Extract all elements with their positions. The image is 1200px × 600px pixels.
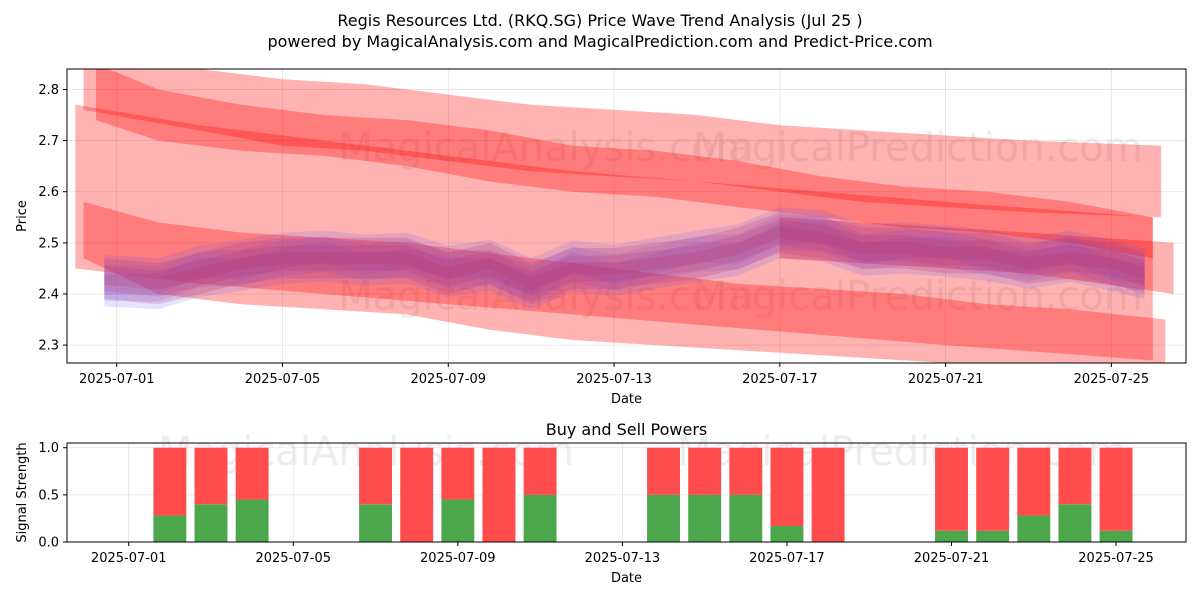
buy-bar (441, 499, 475, 542)
buy-bar (359, 504, 393, 542)
buy-bar (770, 525, 804, 542)
sell-bar (647, 447, 680, 495)
plot-frame (66, 442, 1187, 543)
x-tick-label: 2025-07-09 (411, 372, 487, 387)
buy-bar (935, 530, 968, 542)
y-tick-label: 2.8 (38, 83, 59, 98)
blue-price-band (104, 221, 1145, 295)
x-tick-label: 2025-07-25 (1078, 551, 1154, 566)
buy-bar (1017, 515, 1051, 542)
buy-sell-power-chart: Buy and Sell PowersMagicalAnalysis.comMa… (15, 420, 1187, 586)
x-tick-label: 2025-07-05 (245, 372, 321, 387)
magenta-price-band (104, 212, 1145, 305)
y-tick-label: 0.0 (38, 536, 59, 551)
y-axis-title: Signal Strength (15, 442, 30, 542)
chart-title: Regis Resources Ltd. (RKQ.SG) Price Wave… (337, 11, 862, 30)
red-trend-band (75, 104, 1153, 361)
x-tick-label: 2025-07-13 (576, 372, 652, 387)
sell-bar (688, 447, 722, 495)
sell-bar (523, 447, 557, 495)
buy-bar (976, 530, 1010, 542)
y-axis-title: Price (15, 200, 30, 232)
bar-chart-title: Buy and Sell Powers (546, 420, 708, 439)
blue-price-band (104, 214, 1145, 302)
buy-bar (1058, 504, 1092, 542)
buy-bar (1099, 530, 1133, 542)
y-tick-label: 2.6 (38, 185, 59, 200)
sell-bar (1017, 447, 1051, 516)
y-tick-label: 2.5 (38, 236, 59, 251)
buy-bar (523, 494, 557, 542)
sell-bar (153, 447, 187, 516)
x-axis-title: Date (611, 571, 642, 586)
sell-bar (359, 447, 393, 505)
x-axis-title: Date (611, 392, 642, 407)
chart-subtitle: powered by MagicalAnalysis.com and Magic… (267, 32, 932, 51)
x-tick-label: 2025-07-01 (79, 372, 155, 387)
red-trend-band (779, 217, 1174, 294)
sell-bar (441, 447, 475, 500)
plot-frame (66, 68, 1187, 364)
sell-bar (194, 447, 228, 505)
y-tick-label: 1.0 (38, 441, 59, 456)
sell-bar (482, 447, 516, 542)
y-tick-label: 2.3 (38, 339, 59, 354)
y-tick-label: 2.4 (38, 287, 59, 302)
watermark: MagicalPrediction.com (693, 273, 1143, 319)
x-tick-label: 2025-07-13 (585, 551, 661, 566)
watermark: MagicalAnalysis.com (338, 125, 754, 171)
red-trend-band (83, 201, 1166, 363)
x-tick-label: 2025-07-01 (91, 551, 167, 566)
price-wave-chart: MagicalAnalysis.comMagicalPrediction.com… (15, 68, 1187, 407)
sell-bar (400, 447, 434, 542)
sell-bar (811, 447, 845, 542)
buy-bar (235, 499, 269, 542)
sell-bar (235, 447, 269, 500)
x-tick-label: 2025-07-21 (908, 372, 984, 387)
x-tick-label: 2025-07-21 (914, 551, 990, 566)
sell-bar (729, 447, 763, 495)
magenta-price-band (104, 226, 1145, 290)
sell-bar (770, 447, 804, 526)
x-tick-label: 2025-07-09 (420, 551, 496, 566)
y-tick-label: 0.5 (38, 488, 59, 503)
watermark: MagicalAnalysis.com (338, 273, 754, 319)
sell-bar (976, 447, 1010, 531)
x-tick-label: 2025-07-05 (255, 551, 331, 566)
buy-bar (729, 494, 763, 542)
watermark: MagicalPrediction.com (693, 125, 1143, 171)
red-trend-band (83, 69, 1162, 218)
red-trend-band (96, 69, 1153, 259)
x-tick-label: 2025-07-17 (749, 551, 825, 566)
buy-bar (194, 504, 228, 542)
sell-bar (1058, 447, 1092, 505)
x-tick-label: 2025-07-25 (1074, 372, 1150, 387)
buy-bar (688, 494, 722, 542)
x-tick-label: 2025-07-17 (742, 372, 818, 387)
blue-price-band (104, 207, 1145, 310)
y-tick-label: 2.7 (38, 134, 59, 149)
sell-bar (935, 447, 968, 531)
buy-bar (153, 515, 187, 542)
plot-area (75, 69, 1174, 363)
sell-bar (1099, 447, 1133, 531)
buy-bar (647, 494, 680, 542)
magenta-price-band (104, 219, 1145, 297)
